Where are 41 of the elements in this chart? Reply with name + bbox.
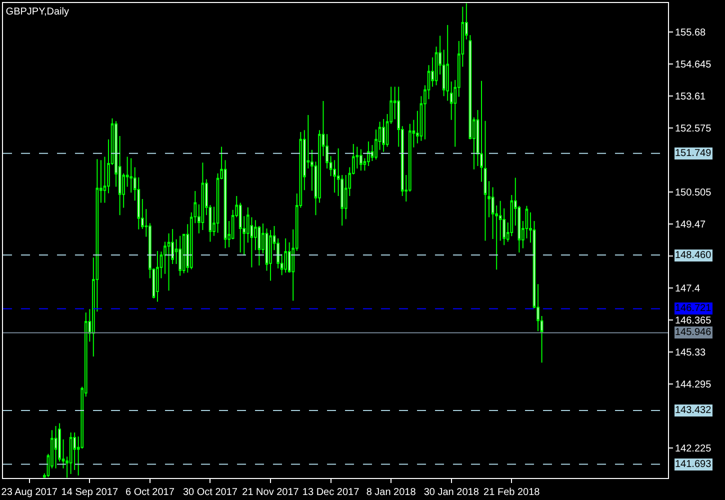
candlestick <box>54 426 58 469</box>
candlestick <box>367 141 370 166</box>
x-tick-label: 23 Aug 2017 <box>1 487 58 498</box>
y-tick-label: 152.575 <box>675 123 712 134</box>
candlestick <box>178 235 182 276</box>
ref-line-label: 145.946 <box>675 327 712 338</box>
ref-line-label: 143.432 <box>675 405 712 416</box>
candlestick <box>167 232 170 292</box>
x-tick-label: 8 Jan 2018 <box>366 487 416 498</box>
x-tick-label: 14 Sep 2017 <box>61 487 118 498</box>
y-tick-label: 142.225 <box>675 443 712 454</box>
y-tick-label: 146.365 <box>675 315 712 326</box>
ref-line-label: 148.460 <box>675 250 712 261</box>
y-tick-label: 147.4 <box>675 283 700 294</box>
y-tick-label: 154.645 <box>675 59 712 70</box>
candlestick <box>269 229 272 282</box>
y-tick-label: 150.505 <box>675 187 712 198</box>
candlestick <box>360 148 362 172</box>
y-tick-label: 153.61 <box>675 91 706 102</box>
x-tick-label: 30 Oct 2017 <box>182 487 238 498</box>
y-tick-label: 145.33 <box>675 347 706 358</box>
candlestick <box>201 162 204 230</box>
candlestick <box>69 432 72 474</box>
x-tick-label: 21 Nov 2017 <box>242 487 300 498</box>
chart-title: GBPJPY,Daily <box>6 6 69 18</box>
candlestick <box>446 24 450 102</box>
candlestick <box>382 118 385 152</box>
candlestick <box>484 120 487 242</box>
x-tick-label: 13 Dec 2017 <box>302 487 360 498</box>
candlestick <box>156 250 159 302</box>
ref-line-label: 141.693 <box>675 459 712 470</box>
x-tick-label: 21 Feb 2018 <box>484 487 540 498</box>
ref-line-label: 146.721 <box>675 303 712 314</box>
y-tick-label: 144.295 <box>675 379 712 390</box>
y-tick-label: 155.68 <box>675 27 706 38</box>
candlestick <box>480 80 483 182</box>
x-tick-label: 6 Oct 2017 <box>125 487 175 498</box>
y-tick-label: 149.47 <box>675 219 706 230</box>
ref-line-label: 151.749 <box>675 148 712 159</box>
x-tick-label: 30 Jan 2018 <box>424 487 480 498</box>
candlestick <box>284 238 287 274</box>
